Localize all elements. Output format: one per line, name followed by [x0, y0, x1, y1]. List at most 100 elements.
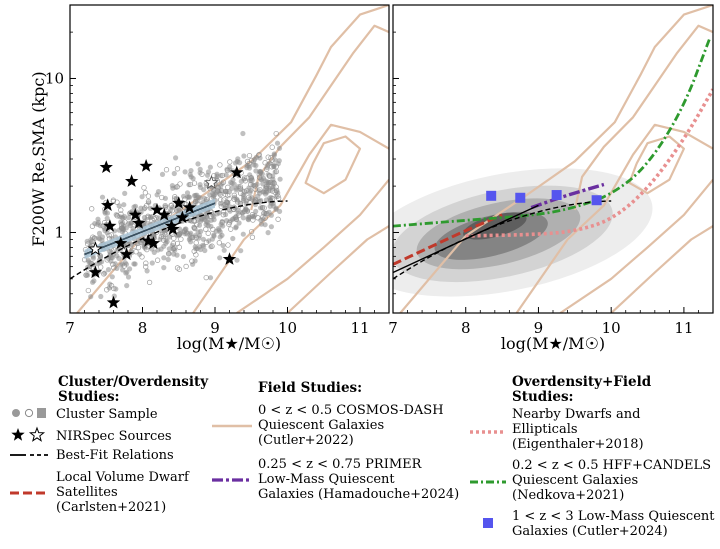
cluster-point — [275, 195, 282, 201]
cluster-point — [261, 205, 267, 211]
legend-cutler24: 1 < z < 3 Low-Mass Quiescent Galaxies (Cu… — [512, 509, 715, 539]
cluster-point — [238, 248, 244, 254]
cosmos-contour — [399, 5, 713, 313]
cluster-point — [165, 256, 171, 263]
literature-relations — [393, 38, 713, 280]
cluster-point — [223, 172, 229, 178]
cluster-point — [276, 145, 283, 151]
x-tick-label: 8 — [138, 319, 148, 337]
cutler24-square — [486, 190, 497, 201]
cluster-point — [221, 202, 227, 208]
cluster-point — [217, 162, 223, 168]
cluster-point — [233, 224, 239, 230]
cluster-point — [264, 166, 270, 172]
nirspec-star — [183, 200, 197, 214]
cluster-point — [161, 265, 167, 271]
cluster-point — [220, 179, 227, 185]
cluster-point — [277, 208, 283, 214]
cutler24-square — [591, 195, 602, 206]
nirspec-star — [150, 203, 164, 216]
cluster-point — [159, 194, 165, 201]
cluster-point — [267, 203, 273, 209]
cluster-point — [145, 198, 152, 205]
cluster-point — [174, 240, 181, 247]
cluster-point — [208, 209, 215, 215]
cluster-point — [203, 226, 209, 232]
cluster-point — [263, 188, 269, 195]
relation-line-2 — [465, 88, 713, 238]
cluster-point — [240, 130, 246, 137]
cluster-point — [85, 287, 91, 294]
cluster-point — [86, 259, 92, 265]
cluster-point — [121, 202, 127, 208]
cluster-point — [221, 247, 227, 253]
cluster-point — [182, 196, 188, 202]
cluster-point — [228, 226, 234, 232]
cluster-point — [217, 229, 223, 235]
cluster-point — [163, 240, 169, 246]
cluster-point — [223, 211, 229, 218]
cluster-point — [253, 154, 259, 160]
legend-carlsten: Local Volume Dwarf Satellites (Carlsten+20… — [56, 470, 190, 515]
cluster-point — [144, 268, 150, 274]
cluster-point — [197, 166, 203, 172]
cluster-point — [114, 265, 120, 271]
nirspec-star-open — [87, 241, 103, 256]
legend-col3-heading: Overdensity+Field Studies: — [512, 374, 652, 405]
nirspec-star — [172, 196, 186, 209]
cluster-point — [190, 175, 196, 182]
nirspec-star — [222, 252, 237, 265]
cluster-point — [214, 211, 220, 217]
nirspec-star — [114, 236, 128, 249]
nirspec-star — [101, 198, 115, 211]
cluster-point — [257, 199, 263, 205]
cluster-point — [256, 151, 262, 158]
cluster-point — [142, 190, 149, 196]
cluster-point — [181, 193, 187, 199]
cluster-point — [98, 264, 104, 270]
cluster-density-contours — [393, 168, 653, 297]
cluster-point — [276, 158, 282, 164]
cluster-point — [221, 197, 227, 203]
cluster-point — [125, 274, 132, 280]
nirspec-star — [132, 216, 146, 229]
cluster-point — [171, 170, 177, 177]
cluster-point — [113, 286, 119, 292]
cluster-point — [145, 193, 152, 199]
cluster-point — [269, 157, 275, 163]
cluster-point — [272, 169, 278, 175]
cluster-point — [107, 281, 113, 287]
cluster-point — [162, 231, 169, 238]
cluster-point — [149, 260, 155, 266]
legend-nirspec-swatch — [11, 426, 46, 442]
cluster-point — [218, 197, 224, 203]
cluster-point — [121, 214, 128, 220]
cluster-point — [99, 194, 106, 200]
cluster-point — [105, 267, 112, 273]
cluster-point — [230, 235, 236, 242]
cluster-point — [236, 220, 242, 226]
cluster-point — [169, 183, 175, 189]
cluster-point — [262, 160, 268, 166]
cluster-point — [201, 243, 207, 249]
cluster-point — [88, 237, 94, 243]
nirspec-star — [103, 219, 117, 232]
cluster-point — [240, 231, 246, 237]
cluster-point — [107, 249, 113, 255]
cosmos-contour — [236, 179, 389, 313]
cosmos-contour — [559, 178, 713, 313]
cluster-point — [186, 182, 192, 188]
cluster-point — [257, 168, 263, 175]
nirspec-star — [175, 210, 189, 224]
cluster-point — [161, 231, 168, 237]
cluster-point — [262, 178, 268, 184]
x-tick-label: 10 — [602, 319, 621, 337]
cluster-point — [188, 239, 194, 245]
cluster-point — [234, 158, 240, 165]
cluster-point — [101, 225, 107, 231]
cluster-point — [108, 254, 114, 260]
x-tick-label: 11 — [350, 319, 369, 337]
cluster-point — [213, 189, 219, 195]
